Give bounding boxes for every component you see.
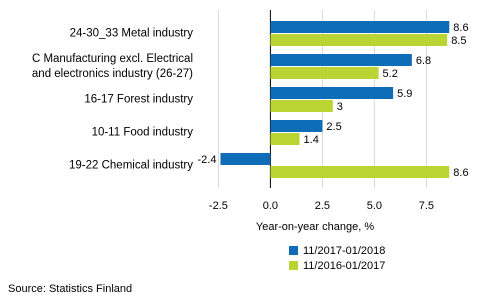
value-label: 2.5 [326,121,341,133]
bar [270,67,379,79]
y-tick-label: 19-22 Chemical industry [68,159,193,171]
x-tick-label: 7.5 [419,200,434,212]
x-tick-label: 0.0 [263,200,278,212]
bar [270,21,450,33]
value-label: 8.5 [451,35,466,47]
value-label: 5.9 [397,88,412,100]
y-tick-label: 24-30_33 Metal industry [69,27,193,39]
value-label: 6.8 [416,55,431,67]
source: Source: Statistics Finland [8,283,132,295]
legend-swatch [289,246,298,255]
x-axis-label: Year-on-year change, % [256,221,374,233]
bar [270,120,323,132]
legend-label: 11/2016-01/2017 [303,260,385,272]
bar [270,133,300,145]
value-label: -2.4 [198,154,217,166]
bar [270,87,394,99]
bar [270,166,450,178]
x-tick-label: -2.5 [209,200,228,212]
x-tick-label: 2.5 [315,200,330,212]
y-tick-label: C Manufacturing excl. Electrical and ele… [31,52,193,80]
value-label: 5.2 [383,68,398,80]
legend-label: 11/2017-01/2018 [303,245,385,257]
legend-swatch [289,261,298,270]
bar [270,100,333,112]
x-tick-label: 5.0 [367,200,382,212]
bar [270,34,448,46]
bar [220,153,271,165]
value-label: 1.4 [304,134,319,146]
value-label: 3 [337,101,343,113]
y-tick-label: 16-17 Forest industry [84,93,193,105]
y-tick-label: 10-11 Food industry [91,126,193,138]
value-label: 8.6 [453,167,468,179]
value-label: 8.6 [453,22,468,34]
bar [270,54,412,66]
